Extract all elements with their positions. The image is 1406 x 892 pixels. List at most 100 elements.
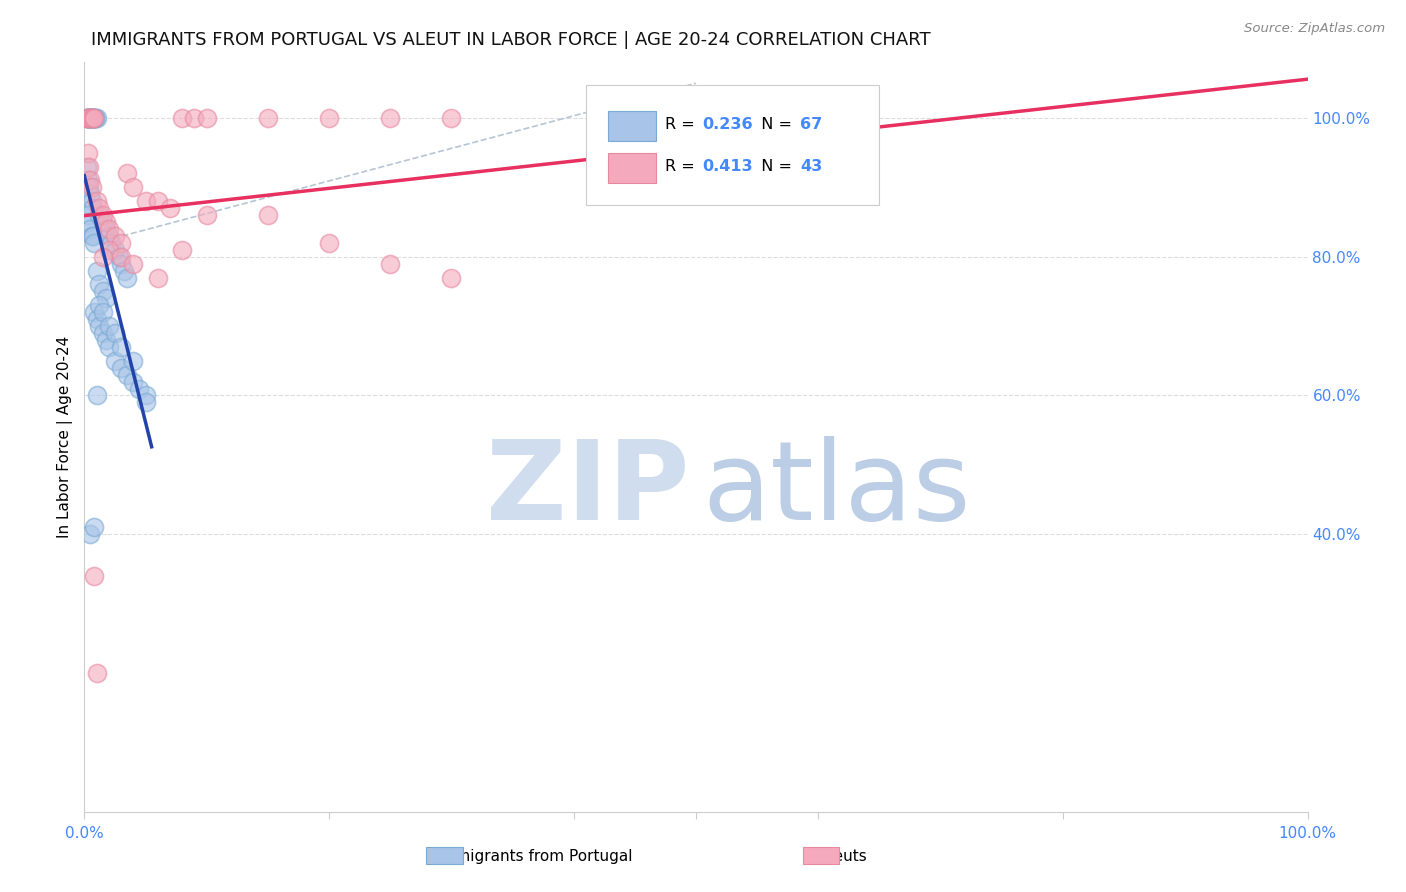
Point — [146, 270, 169, 285]
Point — [104, 243, 127, 257]
Point — [77, 173, 100, 187]
Point — [79, 111, 101, 125]
Point — [77, 111, 100, 125]
Point — [110, 340, 132, 354]
Point — [86, 194, 108, 209]
Point — [257, 208, 280, 222]
Point — [86, 111, 108, 125]
Point — [128, 382, 150, 396]
Point — [80, 111, 103, 125]
Point — [80, 111, 103, 125]
Text: Source: ZipAtlas.com: Source: ZipAtlas.com — [1244, 22, 1385, 36]
Text: IMMIGRANTS FROM PORTUGAL VS ALEUT IN LABOR FORCE | AGE 20-24 CORRELATION CHART: IMMIGRANTS FROM PORTUGAL VS ALEUT IN LAB… — [91, 31, 931, 49]
Y-axis label: In Labor Force | Age 20-24: In Labor Force | Age 20-24 — [58, 336, 73, 538]
FancyBboxPatch shape — [586, 85, 880, 205]
Point — [87, 277, 110, 292]
Point — [112, 263, 135, 277]
Point — [79, 222, 101, 236]
Point — [122, 180, 145, 194]
Point — [122, 375, 145, 389]
Point — [76, 111, 98, 125]
Text: 67: 67 — [800, 117, 823, 132]
Point — [77, 208, 100, 222]
Text: Immigrants from Portugal: Immigrants from Portugal — [436, 849, 633, 863]
Point — [80, 111, 103, 125]
Point — [104, 353, 127, 368]
Point — [84, 111, 107, 125]
Point — [257, 111, 280, 125]
Text: Aleuts: Aleuts — [820, 849, 868, 863]
Point — [83, 235, 105, 250]
FancyBboxPatch shape — [607, 111, 655, 141]
Point — [80, 180, 103, 194]
Point — [440, 270, 463, 285]
Point — [122, 257, 145, 271]
Point — [82, 111, 104, 125]
Text: atlas: atlas — [702, 436, 970, 543]
Point — [97, 243, 120, 257]
Point — [135, 388, 157, 402]
Text: 0.413: 0.413 — [702, 159, 752, 174]
Point — [82, 111, 104, 125]
Point — [76, 160, 98, 174]
Point — [110, 360, 132, 375]
Point — [82, 111, 104, 125]
Text: N =: N = — [751, 117, 797, 132]
Point — [195, 111, 218, 125]
Point — [110, 257, 132, 271]
Point — [80, 194, 103, 209]
Point — [97, 222, 120, 236]
Point — [77, 111, 100, 125]
Point — [135, 395, 157, 409]
Point — [91, 285, 114, 299]
Point — [83, 569, 105, 583]
Point — [96, 333, 118, 347]
Point — [159, 201, 181, 215]
Point — [110, 235, 132, 250]
Point — [195, 208, 218, 222]
Point — [135, 194, 157, 209]
Point — [79, 111, 101, 125]
Point — [115, 270, 138, 285]
Point — [110, 250, 132, 264]
Text: R =: R = — [665, 117, 700, 132]
FancyBboxPatch shape — [607, 153, 655, 183]
Point — [172, 111, 194, 125]
Point — [104, 228, 127, 243]
Point — [100, 235, 122, 250]
Text: 43: 43 — [800, 159, 823, 174]
Point — [80, 228, 103, 243]
Point — [440, 111, 463, 125]
Point — [172, 243, 194, 257]
Point — [83, 111, 105, 125]
Point — [91, 215, 114, 229]
Point — [79, 187, 101, 202]
Point — [76, 111, 98, 125]
Point — [115, 166, 138, 180]
Point — [122, 353, 145, 368]
Point — [86, 388, 108, 402]
Point — [79, 527, 101, 541]
Point — [97, 340, 120, 354]
Point — [83, 111, 105, 125]
Point — [79, 173, 101, 187]
Point — [96, 291, 118, 305]
Point — [77, 111, 100, 125]
Point — [107, 250, 129, 264]
Text: R =: R = — [665, 159, 700, 174]
Point — [91, 305, 114, 319]
Point — [91, 250, 114, 264]
Point — [77, 180, 100, 194]
Point — [83, 305, 105, 319]
Point — [77, 145, 100, 160]
Point — [183, 111, 205, 125]
Point — [86, 263, 108, 277]
Point — [83, 520, 105, 534]
Point — [96, 215, 118, 229]
Point — [77, 111, 100, 125]
Point — [115, 368, 138, 382]
Point — [82, 228, 104, 243]
Text: N =: N = — [751, 159, 797, 174]
Point — [83, 111, 105, 125]
Point — [79, 111, 101, 125]
